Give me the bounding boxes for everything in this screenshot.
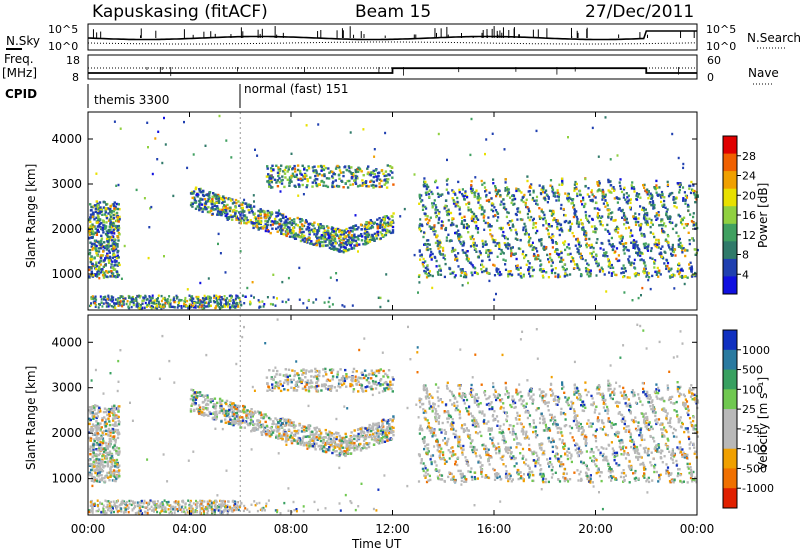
x-tick-label: 00:00 (71, 522, 106, 536)
colorbar-swatch (723, 409, 737, 429)
colorbar-swatch (723, 488, 737, 508)
colorbar-tick-label: 12 (742, 229, 756, 242)
cpid-label: CPID (5, 87, 37, 101)
colorbar-swatch (723, 389, 737, 409)
colorbar-tick-label: 16 (742, 209, 756, 222)
colorbar-tick-label: 4 (742, 268, 749, 281)
colorbar-tick-label: 25 (742, 403, 756, 416)
colorbar-tick-label: 1000 (742, 344, 770, 357)
velocity-ylabel: Slant Range [km] (24, 366, 38, 470)
nave-tick-top: 60 (707, 54, 721, 67)
colorbar-swatch (723, 136, 737, 154)
x-tick-label: 00:00 (680, 522, 715, 536)
y-tick-label: 2000 (51, 222, 82, 236)
x-tick-label: 12:00 (375, 522, 410, 536)
x-axis: 00:00 04:00 08:00 12:00 16:00 20:00 00:00 (71, 112, 715, 536)
colorbar-tick-label: -1000 (742, 482, 774, 495)
nsky-label: N.Sky (6, 34, 40, 48)
y-tick-label: 1000 (51, 267, 82, 281)
noise-tick-top-right: 10^5 (706, 23, 736, 36)
freq-tick-top: 18 (66, 54, 80, 67)
colorbar-swatch (723, 449, 737, 469)
colorbar-swatch (723, 171, 737, 189)
y-tick-label: 4000 (51, 132, 82, 146)
freq-label-line1: Freq. (4, 52, 34, 66)
noise-tick-bottom-right: 10^0 (706, 40, 736, 53)
x-tick-label: 20:00 (578, 522, 613, 536)
velocity-colorbar-label: Velocity [m s⁻¹] (756, 377, 770, 470)
colorbar-swatch (723, 330, 737, 350)
freq-panel (88, 55, 697, 79)
colorbar-swatch (723, 259, 737, 277)
colorbar-tick-label: 8 (742, 249, 749, 262)
power-heatmap (88, 112, 699, 310)
y-tick-label: 1000 (51, 472, 82, 486)
colorbar-swatch (723, 206, 737, 224)
colorbar-swatch (723, 429, 737, 449)
noise-panel (88, 24, 697, 50)
noise-trace (88, 26, 697, 44)
colorbar-tick-label: 28 (742, 150, 756, 163)
colorbar-swatch (723, 468, 737, 488)
colorbar-tick-label: 24 (742, 170, 756, 183)
cpid-segment-2: normal (fast) 151 (244, 82, 348, 96)
date-title: 27/Dec/2011 (585, 2, 694, 22)
colorbar-swatch (723, 224, 737, 242)
noise-tick-top-left: 10^5 (48, 23, 78, 36)
colorbar-swatch (723, 241, 737, 259)
colorbar-swatch (723, 350, 737, 370)
colorbar-tick-label: 500 (742, 364, 763, 377)
velocity-panel-frame (88, 315, 697, 515)
radar-title: Kapuskasing (fitACF) (92, 2, 268, 22)
freq-label-line2: [MHz] (2, 66, 37, 80)
colorbar-swatch (723, 154, 737, 172)
freq-tick-bottom: 8 (72, 71, 79, 84)
y-tick-label: 3000 (51, 177, 82, 191)
x-tick-label: 04:00 (172, 522, 207, 536)
colorbar-swatch (723, 189, 737, 207)
y-tick-label: 2000 (51, 426, 82, 440)
colorbar-tick-label: 20 (742, 189, 756, 202)
nave-label: Nave (748, 66, 779, 80)
nave-tick-bottom: 0 (707, 71, 714, 84)
nsearch-label: N.Search (747, 31, 800, 45)
power-colorbar-label: Power [dB] (756, 183, 770, 248)
cpid-segment-1: themis 3300 (94, 93, 169, 107)
x-axis-label: Time UT (351, 537, 402, 551)
y-tick-label: 3000 (51, 381, 82, 395)
x-tick-label: 16:00 (477, 522, 512, 536)
noise-tick-bottom-left: 10^0 (48, 40, 78, 53)
colorbar-swatch (723, 370, 737, 390)
velocity-y-axis: 4000 3000 2000 1000 (51, 335, 697, 485)
power-ylabel: Slant Range [km] (24, 164, 38, 268)
velocity-heatmap (88, 315, 699, 515)
colorbar-swatch (723, 276, 737, 294)
x-tick-label: 08:00 (274, 522, 309, 536)
power-colorbar: 28 24 20 16 12 8 4 (723, 136, 756, 295)
y-tick-label: 4000 (51, 335, 82, 349)
power-panel-frame (88, 112, 697, 310)
freq-trace (88, 67, 697, 76)
beam-title: Beam 15 (355, 2, 431, 22)
